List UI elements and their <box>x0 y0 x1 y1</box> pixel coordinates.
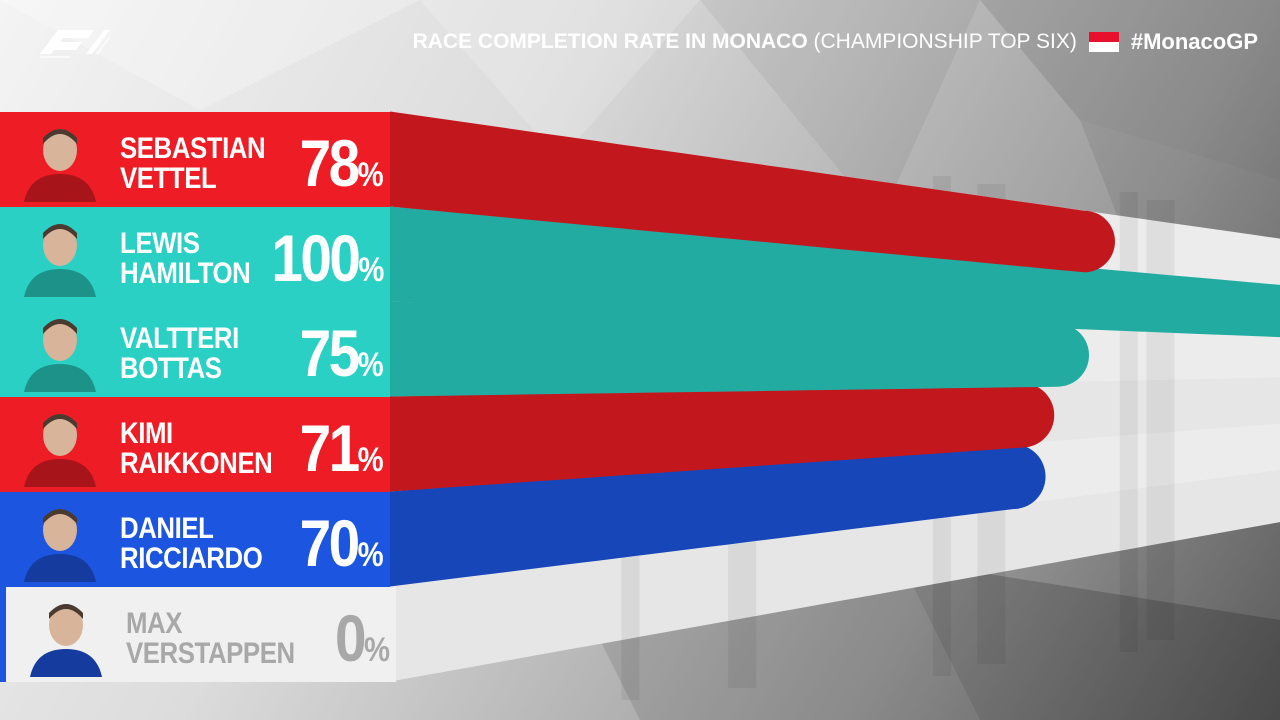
formula-1-logo <box>36 24 112 65</box>
chart-header: RACE COMPLETION RATE IN MONACO (CHAMPION… <box>412 29 1258 54</box>
completion-value: 100% <box>271 221 384 295</box>
driver-avatar-icon <box>24 224 96 297</box>
driver-first-name: DANIEL <box>120 512 214 545</box>
driver-row: SEBASTIAN VETTEL 78% <box>0 112 390 207</box>
completion-value: 78% <box>300 126 384 200</box>
chart-subtitle: (CHAMPIONSHIP TOP SIX) <box>813 30 1077 53</box>
driver-row: DANIEL RICCIARDO 70% <box>0 492 390 587</box>
driver-name: DANIEL RICCIARDO <box>120 514 266 574</box>
chart-title: RACE COMPLETION RATE IN MONACO <box>412 30 808 53</box>
bar-1 <box>390 206 1280 338</box>
driver-name: LEWIS HAMILTON <box>120 229 266 289</box>
driver-first-name: VALTTERI <box>120 322 239 355</box>
driver-row: VALTTERI BOTTAS 75% <box>0 302 390 397</box>
completion-value: 0% <box>335 601 390 675</box>
driver-last-name: VERSTAPPEN <box>126 637 295 670</box>
driver-first-name: LEWIS <box>120 227 200 260</box>
driver-avatar-icon <box>24 509 96 582</box>
driver-last-name: RAIKKONEN <box>120 447 273 480</box>
bar-2 <box>390 301 1089 397</box>
monaco-flag-icon <box>1088 32 1119 52</box>
completion-value: 75% <box>300 316 384 390</box>
driver-last-name: VETTEL <box>120 162 217 195</box>
driver-last-name: BOTTAS <box>120 352 222 385</box>
driver-first-name: KIMI <box>120 417 173 450</box>
driver-avatar-icon <box>24 129 96 202</box>
driver-last-name: RICCIARDO <box>120 542 263 575</box>
driver-name: KIMI RAIKKONEN <box>120 417 273 480</box>
driver-avatar-icon <box>24 414 96 487</box>
hashtag: #MonacoGP <box>1130 29 1258 54</box>
fold-shade <box>1146 200 1175 640</box>
driver-name: MAX VERSTAPPEN <box>126 607 295 670</box>
driver-avatar-icon <box>24 319 96 392</box>
driver-first-name: MAX <box>126 607 183 640</box>
fold-shade <box>1119 192 1138 652</box>
driver-row: KIMI RAIKKONEN 71% <box>0 397 390 492</box>
bar-3 <box>390 382 1055 492</box>
driver-avatar-icon <box>30 604 102 677</box>
completion-value: 71% <box>300 411 384 485</box>
driver-row: LEWIS HAMILTON 100% <box>0 207 390 302</box>
driver-name: SEBASTIAN VETTEL <box>120 134 266 194</box>
driver-name: VALTTERI BOTTAS <box>120 324 266 384</box>
driver-row: MAX VERSTAPPEN 0% <box>0 587 396 682</box>
driver-last-name: HAMILTON <box>120 257 251 290</box>
rail-5 <box>390 469 1280 682</box>
bar-0 <box>390 111 1115 273</box>
completion-value: 70% <box>300 506 384 580</box>
driver-first-name: SEBASTIAN <box>120 132 266 165</box>
